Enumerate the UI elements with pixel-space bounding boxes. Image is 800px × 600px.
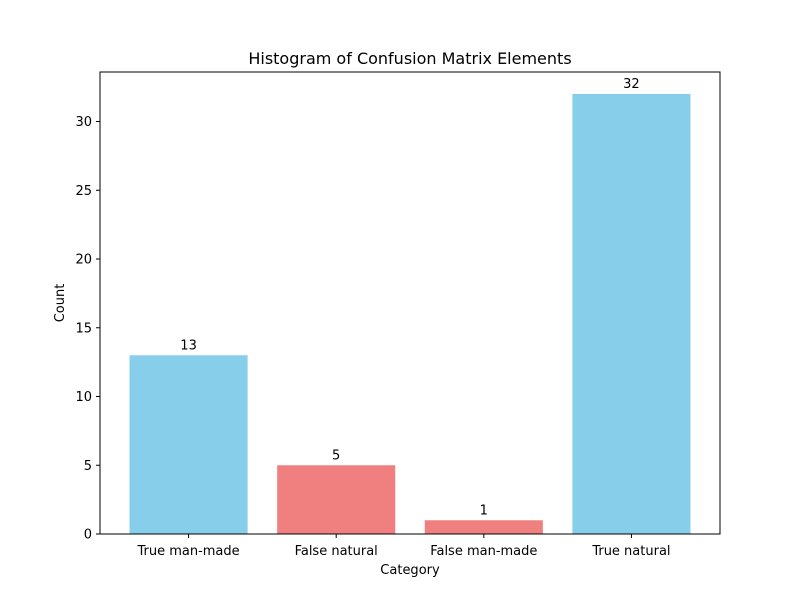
x-tick-label: True man-made [136,544,239,559]
x-tick-label: True natural [591,544,670,559]
x-tick-label: False natural [295,544,378,559]
bar-true-natural [572,94,691,534]
data-labels-group: 13 5 1 32 [180,77,639,518]
y-tick-label: 10 [75,390,92,405]
y-axis-label: Count [53,284,68,323]
data-label-false-natural: 5 [332,448,340,463]
chart-title: Histogram of Confusion Matrix Elements [248,49,571,68]
data-label-true-man-made: 13 [180,338,197,353]
x-axis-ticks: True man-made False natural False man-made… [136,534,671,559]
bars-group [129,94,691,534]
data-label-true-natural: 32 [623,77,640,92]
x-axis-label: Category [380,563,440,578]
x-tick-label: False man-made [430,544,537,559]
data-label-false-man-made: 1 [480,503,488,518]
y-axis-ticks: 0 5 10 15 20 25 30 [75,115,100,543]
bar-false-natural [277,465,396,534]
y-tick-label: 15 [75,321,92,336]
y-tick-label: 5 [84,459,92,474]
y-tick-label: 25 [75,184,92,199]
y-tick-label: 30 [75,115,92,130]
bar-false-man-made [424,520,543,534]
bar-true-man-made [129,355,248,534]
y-tick-label: 0 [84,528,92,543]
plot-frame [99,71,721,535]
y-tick-label: 20 [75,253,92,268]
